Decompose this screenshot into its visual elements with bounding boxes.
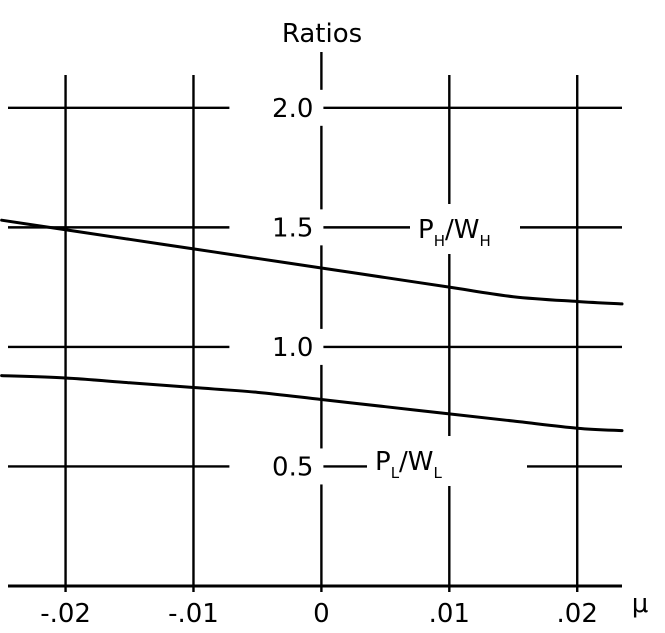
y-tick-label-1: 1.0 bbox=[272, 333, 313, 363]
series-label-bg-ph-wh bbox=[410, 204, 520, 254]
y-tick-label-bg-1 bbox=[229, 328, 324, 365]
series-label-bg-pl-wl bbox=[367, 436, 527, 486]
series-line-pl-wl bbox=[0, 374, 624, 433]
y-axis-label: Ratios bbox=[282, 19, 362, 49]
x-tick-label-4: .02 bbox=[557, 599, 598, 629]
label-backgrounds bbox=[229, 89, 527, 486]
y-tick-label-2: 1.5 bbox=[272, 213, 313, 243]
y-tick-label-0: 0.5 bbox=[272, 452, 313, 482]
x-axis-label: μ bbox=[632, 589, 649, 619]
y-tick-label-bg-0 bbox=[229, 448, 324, 485]
series-label-ph-wh: PH/WH bbox=[418, 215, 491, 250]
y-tick-label-3: 2.0 bbox=[272, 94, 313, 124]
y-tick-label-bg-3 bbox=[229, 89, 324, 126]
x-tick-label-2: 0 bbox=[313, 599, 330, 629]
series-curves bbox=[0, 218, 624, 433]
series-label-pl-wl: PL/WL bbox=[375, 447, 443, 482]
grid bbox=[8, 52, 622, 592]
y-tick-label-bg-2 bbox=[229, 209, 324, 246]
x-tick-label-3: .01 bbox=[429, 599, 470, 629]
series-line-ph-wh bbox=[0, 218, 624, 306]
x-tick-label-1: -.01 bbox=[168, 599, 219, 629]
labels: Ratios μ -.02 -.01 0 .01 .02 0.5 1.0 1.5 2.0 PH/W… bbox=[40, 19, 648, 629]
x-tick-label-0: -.02 bbox=[40, 599, 91, 629]
